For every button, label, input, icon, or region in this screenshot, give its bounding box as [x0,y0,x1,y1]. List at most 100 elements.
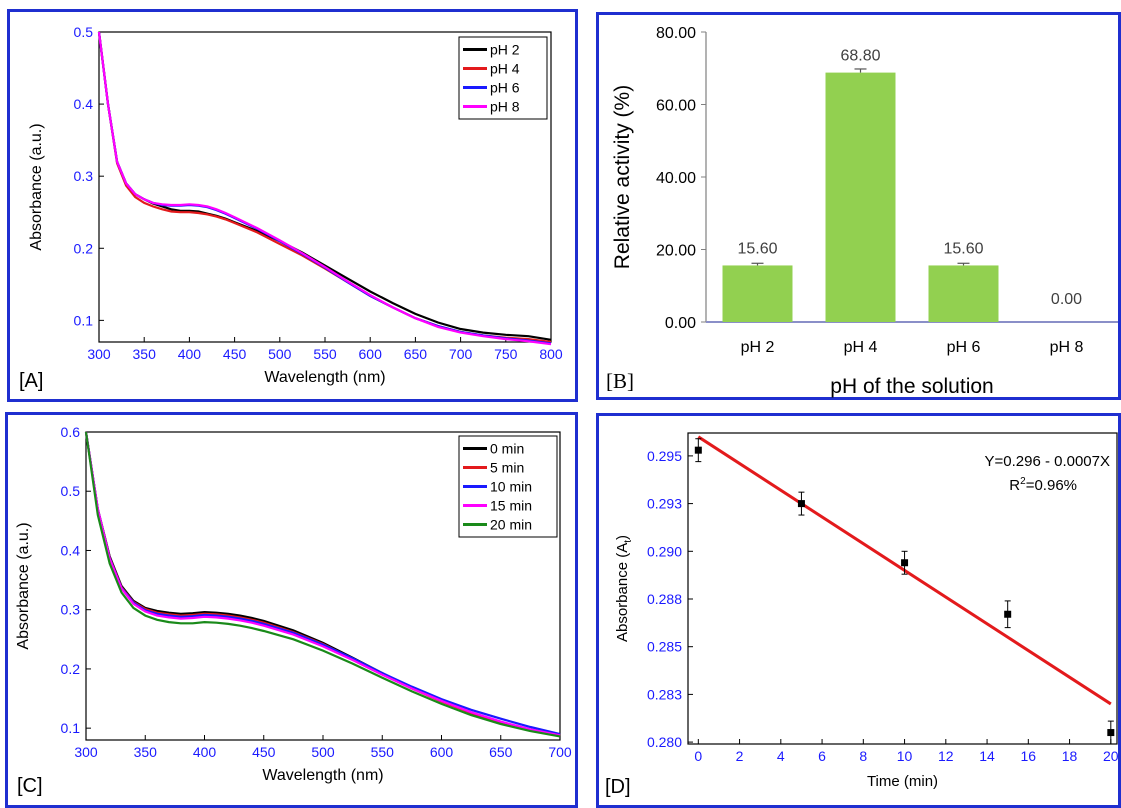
panel-b-label: [B] [606,369,634,393]
panel-d-label: [D] [605,776,631,798]
panel-b-bar [928,265,999,322]
panel-b-bar [722,265,793,322]
panel-d-y-tick-label: 0.283 [647,686,682,702]
panel-d-y-tick-label: 0.280 [647,734,682,750]
panel-b-y-tick-label: 80.00 [656,25,696,42]
panel-b-chart: 0.00 20.00 40.00 60.00 80.00 15.60 pH 2 68.80 pH… [611,25,1118,398]
panel-d-x-tick-label: 2 [736,748,744,764]
panel-d-x-tick-label: 18 [1062,748,1078,764]
panel-d-y-axis-title: Absorbance (At) [614,535,634,642]
panel-b-y-tick-label: 40.00 [656,170,696,187]
panel-d-y-tick-label: 0.285 [647,639,682,655]
panel-c-y-tick-label: 0.3 [61,602,81,618]
panel-d-x-tick-label: 12 [938,748,954,764]
panel-a-legend-entry: pH 4 [490,61,520,77]
panel-c-y-axis-title: Absorbance (a.u.) [15,522,32,649]
panel-a-x-tick-label: 550 [313,346,337,362]
panel-a-legend-entry: pH 8 [490,99,520,115]
panel-c-y-tick-label: 0.1 [61,720,81,736]
panel-c-legend-entry: 15 min [490,498,532,514]
panel-c-y-tick-label: 0.4 [61,542,81,558]
panel-b-category-label: pH 6 [947,339,981,356]
panel-a-y-tick-label: 0.5 [74,24,94,40]
panel-b-data-label: 0.00 [1051,291,1082,308]
panel-c-x-tick-label: 400 [193,744,217,760]
panel-a: 300 350 400 450 500 550 600 650 700 750 800 0.1 0.2 0… [7,9,578,402]
panel-a-x-tick-label: 750 [494,346,518,362]
panel-c-x-tick-label: 450 [252,744,276,760]
panel-d-r2: R2=0.96% [1009,476,1077,494]
panel-c-label: [C] [17,775,43,797]
panel-d: 0 2 4 6 8 10 12 14 16 18 20 0.280 0.283 0.285 0.288 0.2… [596,413,1121,808]
panel-d-y-tick-label: 0.288 [647,591,682,607]
panel-d-x-tick-label: 10 [897,748,913,764]
panel-c-y-tick-label: 0.6 [61,424,81,440]
panel-d-x-tick-label: 6 [818,748,826,764]
panel-d-chart: 0 2 4 6 8 10 12 14 16 18 20 0.280 0.283 0.285 0.288 0.2… [614,432,1119,790]
panel-d-y-tick-label: 0.293 [647,496,682,512]
panel-d-x-tick-label: 16 [1021,748,1037,764]
panel-b-category-label: pH 8 [1050,339,1084,356]
panel-c-legend-entry: 5 min [490,460,524,476]
panel-a-series-line [97,31,552,346]
panel-a-legend-entry: pH 2 [490,42,520,58]
panel-a-y-tick-label: 0.3 [74,168,94,184]
panel-a-x-tick-label: 350 [133,346,157,362]
panel-c-x-tick-label: 600 [430,744,454,760]
panel-d-x-axis-title: Time (min) [867,773,938,790]
panel-a-x-tick-label: 800 [539,346,563,362]
panel-a-x-tick-label: 450 [223,346,247,362]
panel-d-data-point [1107,729,1115,737]
panel-c-series-line [84,431,561,738]
panel-c-series-line [84,431,561,737]
panel-b-bar [825,72,896,322]
panel-c-legend-entry: 10 min [490,479,532,495]
panel-b-y-axis-title: Relative activity (%) [611,85,634,269]
panel-c-x-tick-label: 550 [371,744,395,760]
panel-b-category-label: pH 2 [741,339,775,356]
panel-a-y-axis-title: Absorbance (a.u.) [28,123,45,250]
panel-a-x-tick-label: 400 [178,346,202,362]
panel-c-x-tick-label: 500 [311,744,335,760]
panel-a-y-tick-label: 0.4 [74,96,94,112]
panel-c-x-tick-label: 650 [489,744,513,760]
panel-c-x-axis-title: Wavelength (nm) [262,767,383,784]
panel-c-x-tick-label: 300 [74,744,98,760]
panel-b-x-axis-title: pH of the solution [830,375,993,398]
panel-b: 0.00 20.00 40.00 60.00 80.00 15.60 pH 2 68.80 pH… [596,12,1121,400]
panel-a-y-tick-label: 0.2 [74,240,94,256]
panel-d-plot-frame [687,432,1118,745]
panel-c: 300 350 400 450 500 550 600 650 700 0.1 0.2 0.3 0.4 0… [5,412,578,808]
panel-b-category-label: pH 4 [844,339,878,356]
panel-d-x-tick-label: 20 [1103,748,1119,764]
panel-d-equation: Y=0.296 - 0.0007X [984,453,1110,470]
panel-c-x-tick-label: 350 [134,744,158,760]
panel-a-label: [A] [19,370,44,392]
panel-d-x-tick-label: 14 [979,748,995,764]
panel-b-data-label: 68.80 [840,48,880,65]
panel-a-chart: 300 350 400 450 500 550 600 650 700 750 800 0.1 0.2 0… [28,24,563,386]
panel-a-x-tick-label: 700 [449,346,473,362]
panel-d-y-tick-label: 0.290 [647,543,682,559]
panel-d-data-point [901,559,909,567]
panel-d-data-point [797,500,805,508]
panel-c-legend-entry: 20 min [490,517,532,533]
panel-c-legend-entry: 0 min [490,441,524,457]
panel-d-data-point [1004,610,1012,618]
panel-c-y-tick-label: 0.5 [61,483,81,499]
panel-c-x-tick-label: 700 [548,744,572,760]
panel-a-x-tick-label: 600 [359,346,383,362]
panel-a-x-tick-label: 500 [268,346,292,362]
panel-d-x-tick-label: 4 [777,748,785,764]
panel-d-x-tick-label: 8 [859,748,867,764]
panel-b-y-tick-label: 20.00 [656,243,696,260]
panel-d-data-point [694,446,702,454]
panel-a-x-tick-label: 300 [87,346,111,362]
panel-b-data-label: 15.60 [737,240,777,257]
panel-b-y-tick-label: 0.00 [665,315,696,332]
panel-b-y-tick-label: 60.00 [656,98,696,115]
panel-a-x-tick-label: 650 [404,346,428,362]
panel-c-chart: 300 350 400 450 500 550 600 650 700 0.1 0.2 0.3 0.4 0… [15,424,572,784]
panel-d-x-tick-label: 0 [694,748,702,764]
panel-a-legend-entry: pH 6 [490,80,520,96]
